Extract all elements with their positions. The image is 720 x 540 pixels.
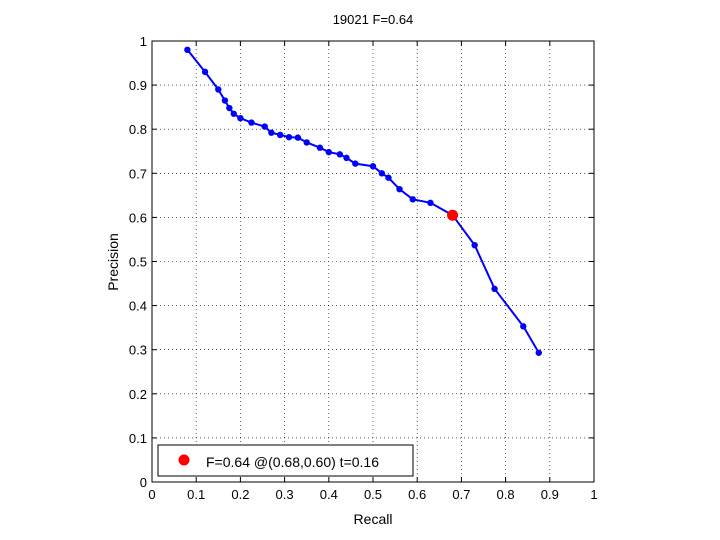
- x-tick-label: 0.9: [541, 487, 559, 502]
- pr-curve-series: [184, 46, 542, 356]
- y-tick-label: 0.8: [129, 122, 147, 137]
- data-point: [294, 134, 302, 141]
- y-tick-label: 0.3: [129, 343, 147, 358]
- y-tick-label: 0.2: [129, 387, 147, 402]
- x-tick-labels: 0 0.1 0.2 0.3 0.4 0.5 0.6 0.7 0.8 0.9 1: [148, 487, 597, 502]
- data-point: [230, 110, 237, 117]
- best-f-point: [447, 209, 459, 221]
- legend-marker: [178, 454, 190, 466]
- x-tick-label: 0.6: [408, 487, 426, 502]
- data-point: [491, 285, 498, 293]
- data-point: [261, 123, 268, 130]
- data-point: [221, 97, 229, 104]
- y-axis-label: Precision: [105, 233, 121, 291]
- best-f-point-group: [447, 209, 459, 221]
- x-tick-label: 0: [148, 487, 155, 502]
- axis-ticks: [151, 40, 595, 483]
- data-point: [285, 133, 293, 141]
- y-tick-label: 1: [140, 34, 147, 49]
- data-point: [385, 174, 392, 181]
- x-tick-label: 0.7: [452, 487, 470, 502]
- data-point: [237, 114, 244, 122]
- x-tick-label: 0.8: [497, 487, 515, 502]
- x-tick-label: 1: [590, 487, 597, 502]
- data-point: [226, 104, 233, 112]
- data-point: [369, 163, 377, 170]
- data-point: [201, 68, 209, 76]
- x-tick-label: 0.2: [231, 487, 249, 502]
- x-tick-label: 0.5: [364, 487, 382, 502]
- chart-title: 19021 F=0.64: [333, 12, 414, 27]
- data-point: [184, 46, 191, 54]
- data-point: [276, 131, 284, 139]
- grid-lines: [152, 41, 594, 482]
- data-point: [396, 185, 403, 193]
- y-tick-label: 0.7: [129, 166, 147, 181]
- y-tick-label: 0.9: [129, 78, 147, 93]
- data-point: [336, 151, 344, 158]
- y-tick-label: 0.4: [129, 299, 147, 314]
- y-tick-label: 0.1: [129, 431, 147, 446]
- data-point: [215, 86, 222, 93]
- data-point: [303, 139, 310, 146]
- data-point: [520, 323, 527, 330]
- y-tick-labels: 0 0.1 0.2 0.3 0.4 0.5 0.6 0.7 0.8 0.9 1: [129, 34, 147, 490]
- x-tick-label: 0.4: [320, 487, 338, 502]
- data-point: [316, 144, 324, 151]
- data-point: [378, 170, 386, 177]
- data-point: [343, 154, 350, 162]
- legend-box: [157, 444, 414, 477]
- legend: F=0.64 @(0.68,0.60) t=0.16: [157, 444, 414, 477]
- legend-label: F=0.64 @(0.68,0.60) t=0.16: [206, 454, 379, 470]
- data-point: [427, 199, 434, 207]
- data-point: [268, 129, 275, 136]
- x-tick-label: 0.1: [187, 487, 205, 502]
- data-point: [535, 349, 542, 356]
- data-point: [325, 148, 332, 156]
- x-tick-label: 0.3: [276, 487, 294, 502]
- data-point: [471, 241, 478, 249]
- data-point: [409, 196, 416, 203]
- y-tick-label: 0: [140, 475, 147, 490]
- data-point: [248, 119, 255, 126]
- y-tick-label: 0.6: [129, 210, 147, 225]
- x-axis-label: Recall: [354, 511, 393, 527]
- data-point: [352, 160, 359, 167]
- y-tick-label: 0.5: [129, 255, 147, 270]
